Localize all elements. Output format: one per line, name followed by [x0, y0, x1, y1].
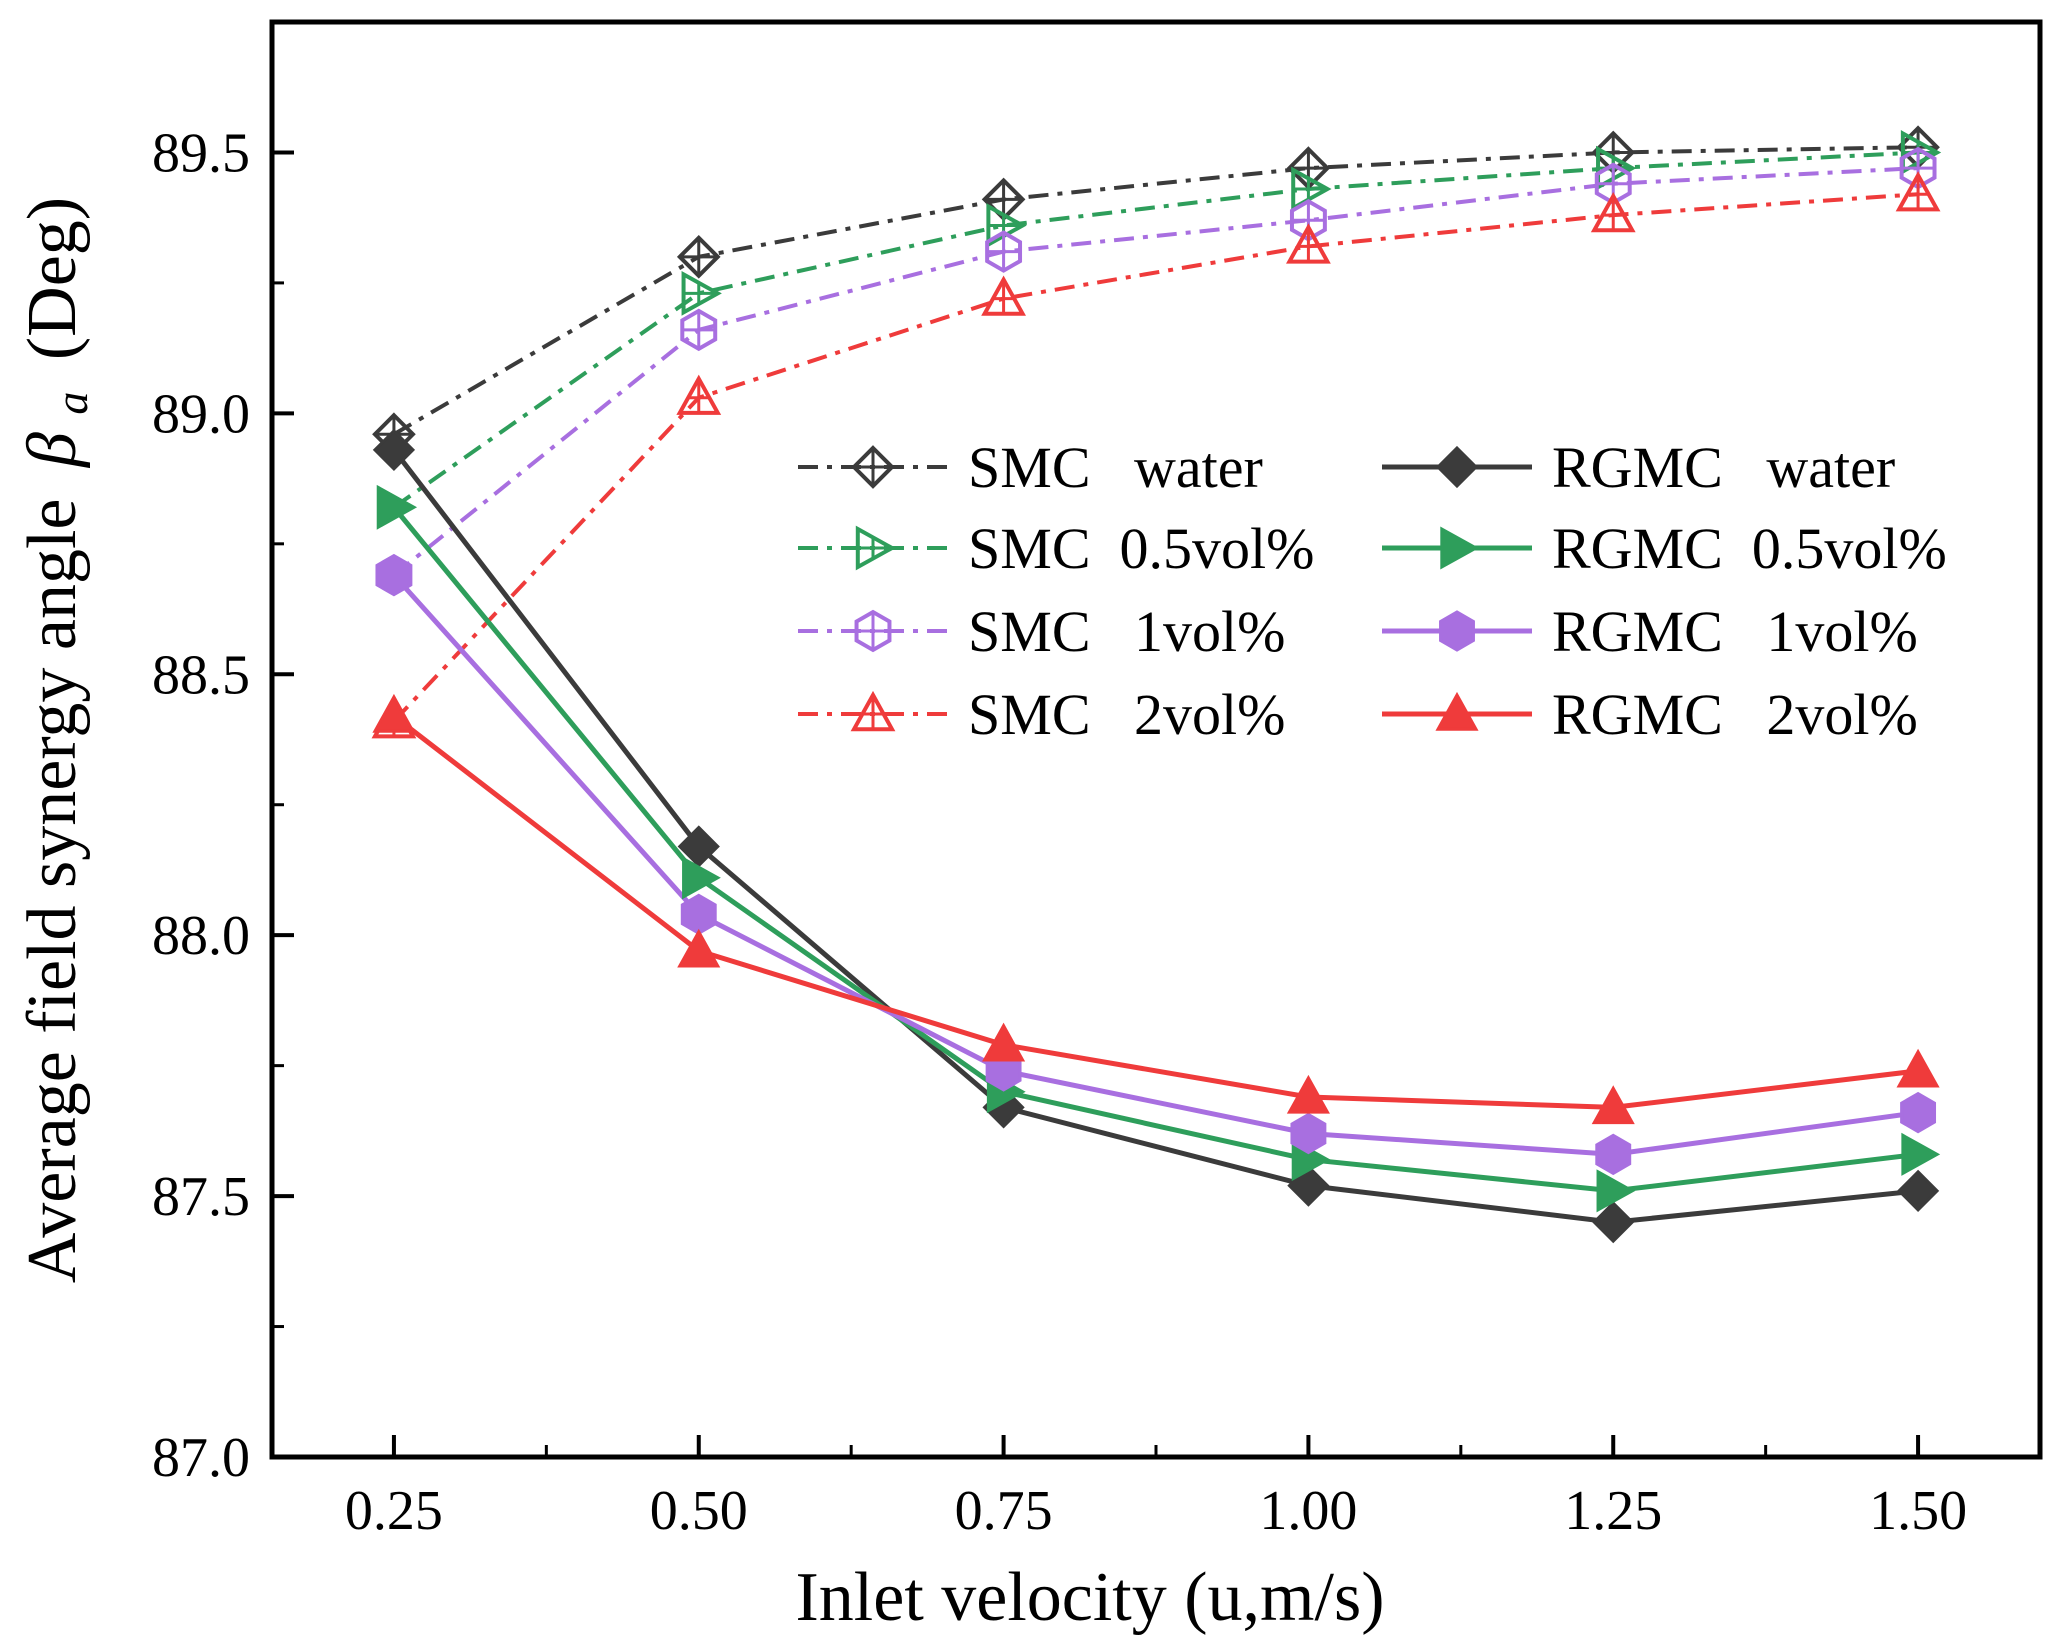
legend-item-rgmc-1: RGMC 1vol% [1382, 599, 1918, 664]
point-rgmc-2 [1591, 1085, 1635, 1125]
legend-item-smc-1: SMC 1vol% [798, 599, 1285, 664]
y-axis-title-text: Average field synergy angle [14, 499, 91, 1284]
legend-label: SMC 0.5vol% [968, 516, 1314, 581]
y-axis-title: Average field synergy angle β a (Deg) [14, 197, 103, 1283]
legend: SMC water SMC 0.5vol% SMC 1vol% SMC 2vol% RG… [798, 435, 1947, 747]
legend-swatch-marker [851, 445, 895, 489]
legend-swatch-marker [855, 525, 897, 571]
point-smc-05 [1291, 166, 1332, 212]
legend-swatch-marker [854, 609, 892, 653]
point-smc-water [676, 234, 721, 279]
point-rgmc-05 [1596, 1169, 1636, 1213]
legend-swatch-marker [1439, 610, 1475, 652]
point-smc-05 [681, 270, 722, 316]
y-tick-label: 89.0 [152, 383, 250, 445]
axis-ticks [272, 150, 1921, 1459]
series-line-rgmc-water [391, 448, 1919, 1225]
legend-label: RGMC water [1552, 435, 1895, 500]
point-rgmc-2 [1896, 1048, 1940, 1088]
point-smc-2 [676, 374, 722, 415]
series-line-smc-2 [392, 192, 1919, 723]
y-axis-title-symbol: β [14, 432, 91, 469]
legend-label: SMC water [968, 435, 1263, 500]
series-markers [371, 125, 1942, 1244]
x-tick-label: 1.50 [1869, 1480, 1967, 1542]
point-smc-2 [1590, 191, 1636, 233]
x-axis-title: Inlet velocity (u,m/s) [795, 1559, 1384, 1636]
legend-swatch-marker [1440, 526, 1480, 570]
legend-label: RGMC 0.5vol% [1552, 516, 1947, 581]
point-rgmc-2 [372, 693, 416, 733]
legend-label: SMC 1vol% [968, 599, 1285, 664]
plot-frame [269, 19, 2043, 1460]
y-tick-label: 88.0 [152, 905, 250, 967]
point-rgmc-water [677, 825, 720, 868]
legend-label: RGMC 2vol% [1552, 682, 1918, 747]
point-rgmc-1 [375, 554, 412, 596]
point-rgmc-05 [682, 856, 721, 900]
series-line-rgmc-05 [392, 505, 1919, 1194]
legend-swatch-marker [1435, 445, 1479, 489]
y-tick-label: 87.5 [152, 1166, 250, 1228]
legend-item-rgmc-water: RGMC water [1382, 435, 1895, 500]
legend-swatch-marker [850, 690, 896, 732]
y-tick-label: 88.5 [152, 644, 250, 706]
y-tick-label: 89.5 [152, 122, 250, 184]
point-rgmc-2 [1286, 1074, 1330, 1114]
point-rgmc-1 [1595, 1133, 1632, 1176]
point-rgmc-2 [982, 1022, 1026, 1062]
point-rgmc-2 [677, 928, 721, 968]
legend-label: SMC 2vol% [968, 682, 1285, 747]
point-smc-1 [680, 308, 718, 352]
point-rgmc-1 [680, 893, 717, 936]
point-rgmc-05 [377, 485, 417, 529]
series-line-rgmc-2 [392, 714, 1919, 1110]
series-line-smc-water [392, 145, 1919, 436]
legend-item-smc-05: SMC 0.5vol% [798, 516, 1314, 581]
legend-item-smc-2: SMC 2vol% [798, 682, 1285, 747]
point-rgmc-05 [1901, 1132, 1941, 1176]
x-tick-label: 1.00 [1259, 1480, 1357, 1542]
point-rgmc-1 [1290, 1112, 1327, 1155]
legend-swatch-marker [1435, 691, 1479, 731]
legend-label: RGMC 1vol% [1552, 599, 1918, 664]
point-smc-2 [1895, 171, 1941, 212]
series-lines [391, 145, 1919, 1225]
y-axis-title-unit: (Deg) [14, 197, 91, 360]
legend-item-rgmc-05: RGMC 0.5vol% [1382, 516, 1947, 581]
series-line-smc-1 [392, 166, 1919, 577]
x-tick-label: 0.25 [345, 1480, 443, 1542]
series-line-rgmc-1 [392, 573, 1919, 1157]
point-smc-1 [985, 230, 1023, 273]
point-rgmc-water [1592, 1201, 1635, 1244]
series-line-smc-05 [392, 150, 1919, 509]
legend-item-rgmc-2: RGMC 2vol% [1382, 682, 1918, 747]
y-axis-title-subscript: a [46, 392, 97, 415]
y-tick-label: 87.0 [152, 1427, 250, 1489]
point-rgmc-water [1896, 1169, 1940, 1212]
x-tick-label: 1.25 [1564, 1480, 1662, 1542]
legend-item-smc-water: SMC water [798, 435, 1263, 500]
x-tick-label: 0.75 [955, 1480, 1053, 1542]
point-smc-2 [981, 275, 1026, 316]
point-rgmc-1 [1900, 1091, 1937, 1134]
x-tick-label: 0.50 [650, 1480, 748, 1542]
point-smc-2 [1286, 223, 1331, 264]
tick-labels: 0.25 0.50 0.75 1.00 1.25 1.50 87.0 87.5 88.0 88.5… [152, 122, 1967, 1542]
point-rgmc-water [372, 428, 416, 472]
